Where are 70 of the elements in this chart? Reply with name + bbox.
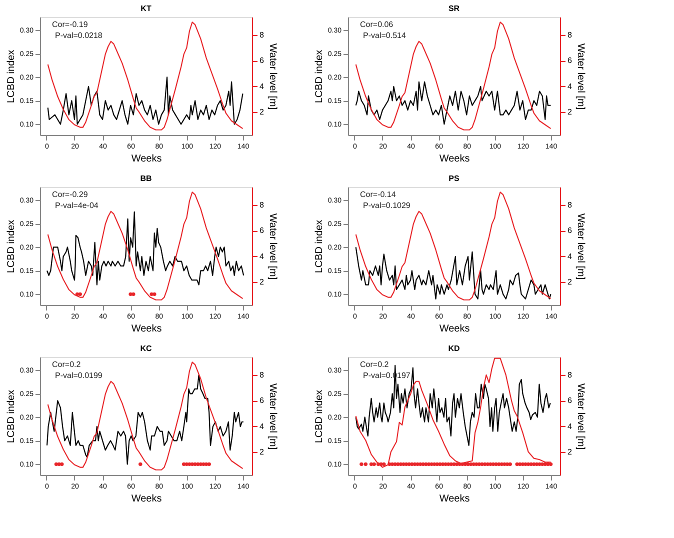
annotation: Cor=-0.19 (52, 20, 88, 29)
line-series (355, 246, 552, 300)
y2-tick-label: 6 (260, 396, 264, 406)
line-series (47, 192, 244, 300)
y2-tick-label: 8 (568, 370, 572, 380)
line-series (355, 192, 552, 300)
y2-axis-title: Water level [m] (574, 43, 586, 110)
x-axis-title: Weeks (439, 494, 470, 504)
y2-tick-label: 6 (568, 56, 572, 66)
y-axis-title: LCBD index (6, 390, 17, 444)
y2-tick-label: 4 (260, 252, 264, 261)
line-series (46, 374, 244, 465)
y2-tick-label: 2 (260, 447, 264, 456)
line-series (355, 358, 552, 468)
y2-tick-label: 2 (568, 447, 572, 456)
y-axis-title: LCBD index (314, 390, 325, 444)
y2-tick-label: 4 (568, 252, 572, 261)
annotation: Cor=0.2 (52, 360, 82, 369)
line-series (355, 22, 552, 130)
x-axis-title: Weeks (131, 154, 162, 164)
line-series (355, 81, 552, 125)
y2-tick-label: 4 (568, 82, 572, 91)
y2-tick-label: 6 (568, 396, 572, 406)
y2-tick-label: 2 (568, 277, 572, 286)
y2-tick-label: 6 (568, 226, 572, 236)
annotation: P-val=0.1029 (363, 201, 411, 210)
chart-title: KD (448, 344, 460, 353)
y2-axis-title: Water level [m] (266, 43, 278, 110)
y-axis-title: LCBD index (314, 50, 325, 104)
y2-tick-label: 8 (568, 200, 572, 210)
x-axis-title: Weeks (439, 324, 470, 334)
chart-title: PS (448, 174, 460, 183)
annotation: P-val=4e-04 (55, 201, 99, 210)
y2-tick-label: 8 (568, 30, 572, 40)
y2-tick-label: 4 (260, 422, 264, 431)
annotation: P-val=0.514 (363, 31, 406, 40)
y2-axis-title: Water level [m] (266, 213, 278, 280)
y-axis-title: LCBD index (6, 220, 17, 274)
line-series (47, 76, 244, 125)
y2-tick-label: 8 (260, 200, 264, 210)
y-axis-title: LCBD index (314, 220, 325, 274)
x-axis-title: Weeks (131, 494, 162, 504)
y2-axis-title: Water level [m] (574, 383, 586, 450)
y2-tick-label: 8 (260, 370, 264, 380)
y2-tick-label: 2 (260, 277, 264, 286)
y2-tick-label: 4 (260, 82, 264, 91)
chart-title: BB (140, 174, 152, 183)
chart-title: KC (140, 344, 152, 353)
line-series (47, 22, 244, 130)
y2-tick-label: 6 (260, 226, 264, 236)
y-axis-title: LCBD index (6, 50, 17, 104)
y2-tick-label: 2 (260, 107, 264, 116)
chart-title: KT (140, 4, 152, 13)
y2-tick-label: 2 (568, 107, 572, 116)
annotation: Cor=0.06 (360, 20, 394, 29)
annotation: Cor=0.2 (360, 360, 390, 369)
y2-tick-label: 6 (260, 56, 264, 66)
chart-title: SR (448, 4, 460, 13)
annotation: P-val=0.0218 (55, 31, 103, 40)
line-series (46, 211, 244, 286)
line-series (47, 362, 244, 470)
y2-axis-title: Water level [m] (266, 383, 278, 450)
annotation: P-val=0.0199 (55, 371, 103, 380)
annotation: Cor=-0.29 (52, 190, 88, 199)
x-axis-title: Weeks (131, 324, 162, 334)
y2-axis-title: Water level [m] (574, 213, 586, 280)
y2-tick-label: 8 (260, 30, 264, 40)
y2-tick-label: 4 (568, 422, 572, 431)
x-axis-title: Weeks (439, 154, 470, 164)
annotation: Cor=-0.14 (360, 190, 396, 199)
